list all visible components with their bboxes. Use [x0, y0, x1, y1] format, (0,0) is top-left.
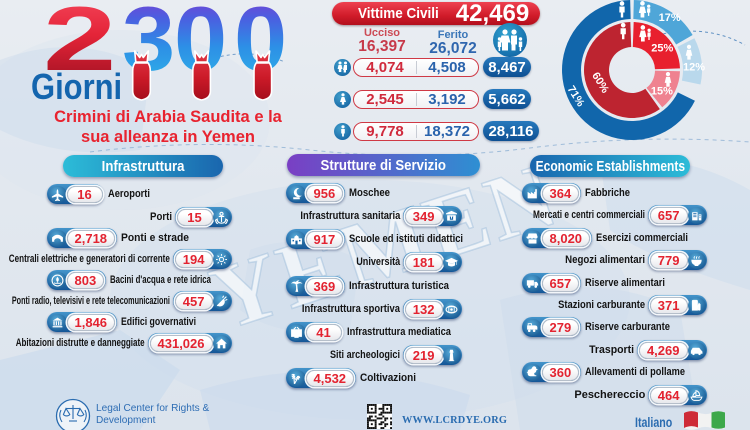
svg-text:12%: 12% [683, 62, 705, 74]
svg-text:17%: 17% [659, 12, 681, 24]
svg-text:25%: 25% [651, 43, 673, 55]
svg-text:15%: 15% [651, 86, 673, 98]
